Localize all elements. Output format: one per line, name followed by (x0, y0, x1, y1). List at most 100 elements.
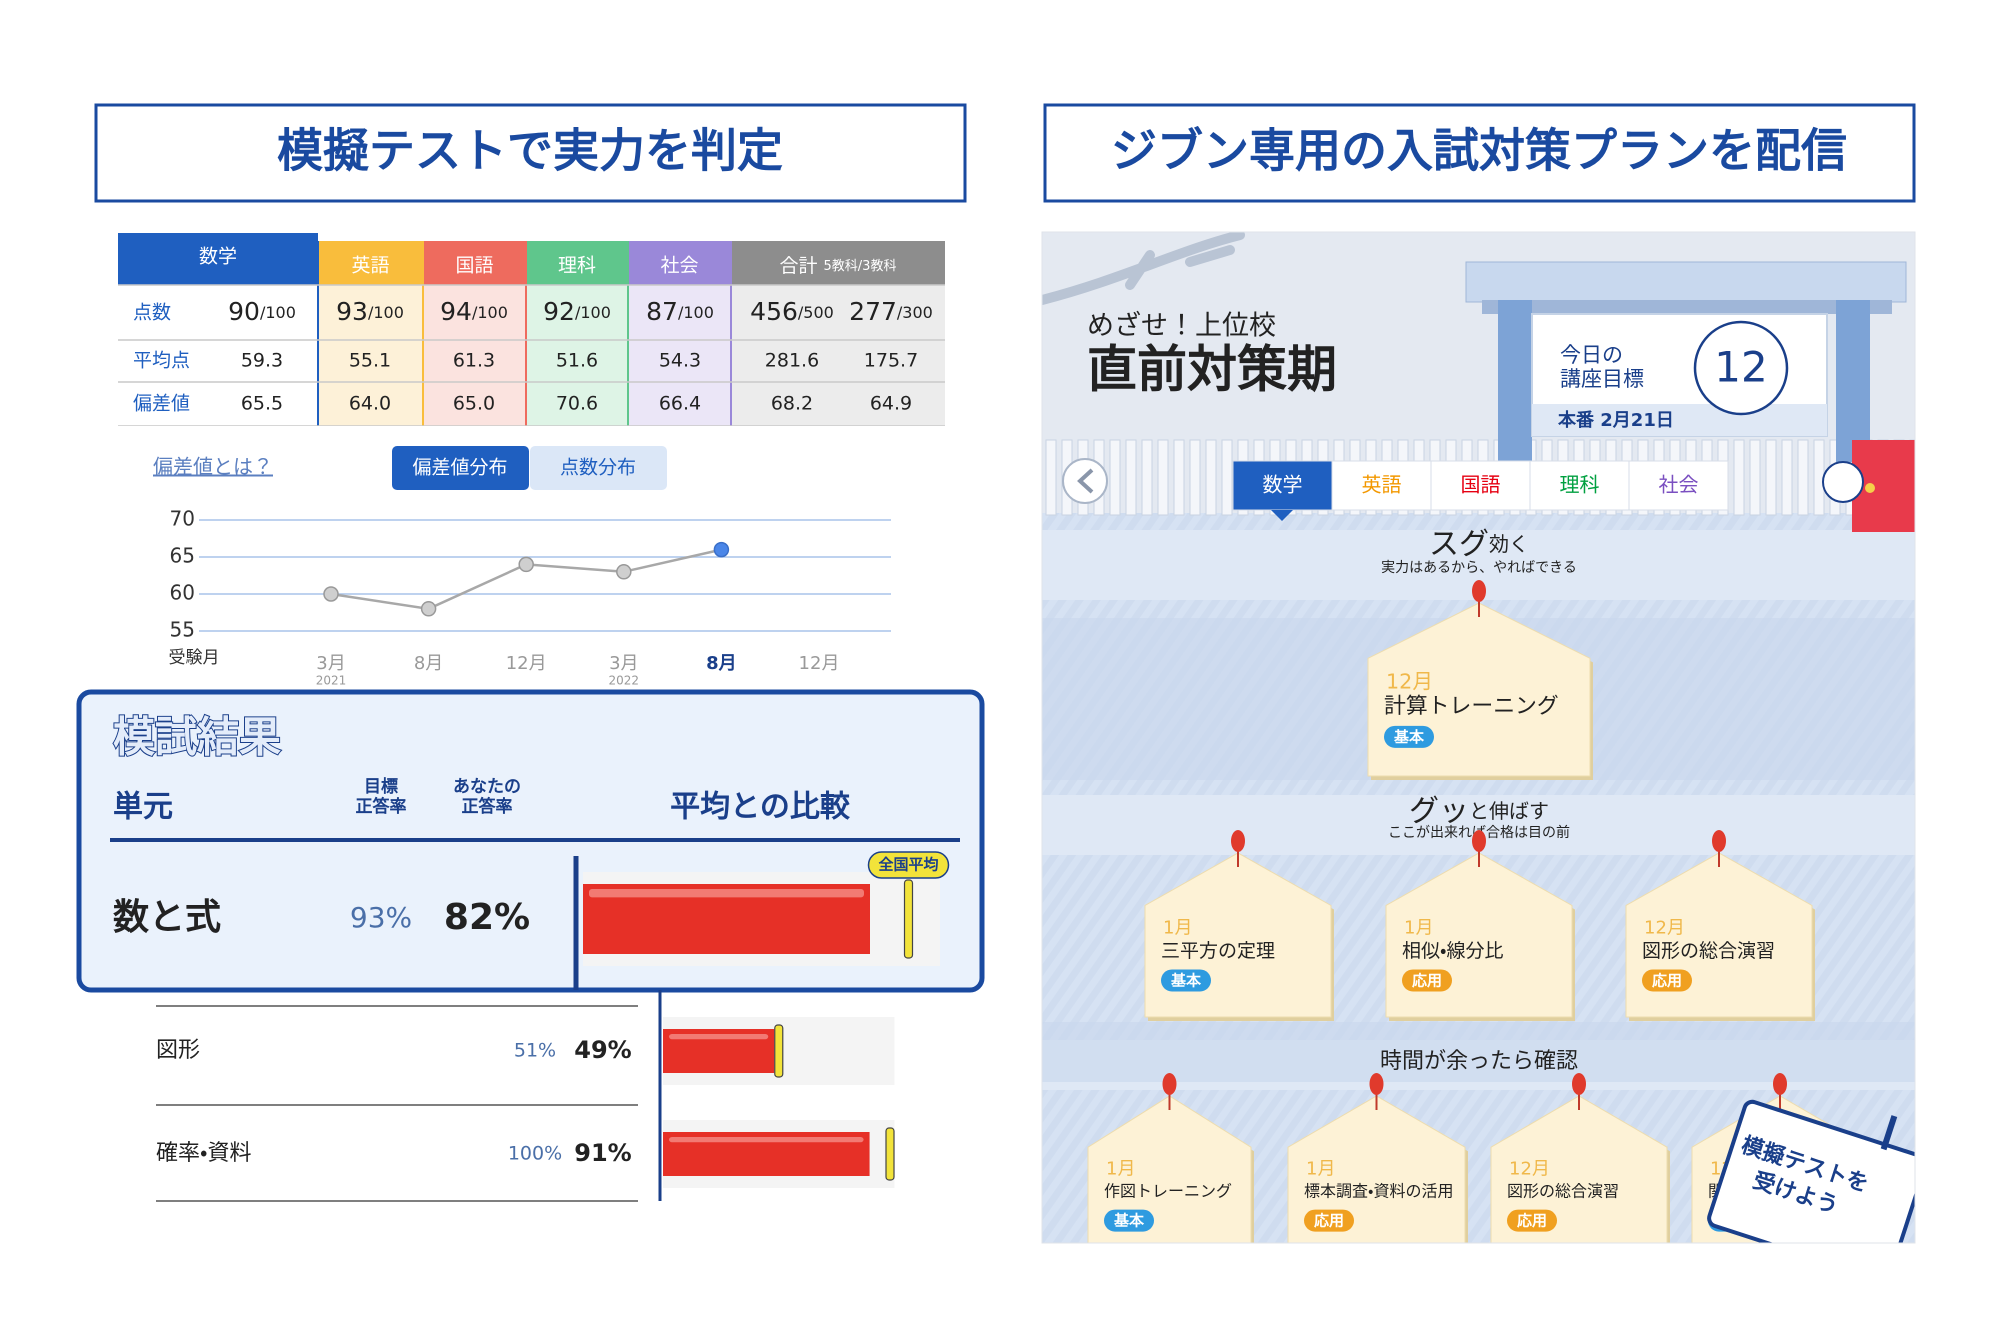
subject-column (628, 285, 731, 426)
subject-tab[interactable] (1232, 460, 1333, 511)
subject-header (526, 241, 628, 285)
column-header: 平均との比較 (670, 790, 851, 825)
goal-circle (1693, 320, 1789, 416)
card-level-badge (1507, 1209, 1557, 1232)
score-value: 87/100 (646, 297, 714, 326)
subject-tab-label[interactable]: 数学 (1263, 473, 1303, 497)
score-number: 93 (336, 297, 368, 326)
chart-tab-label[interactable]: 偏差値分布 (412, 457, 507, 479)
card-month: 12月 (1644, 917, 1685, 938)
card-level-badge (1104, 1209, 1154, 1232)
back-arrow[interactable] (1077, 468, 1094, 494)
subject-tab-label[interactable]: 英語 (1362, 473, 1402, 497)
score-value: 94/100 (440, 297, 508, 326)
x-tick-label: 8月 (706, 653, 737, 674)
deviation-value: 68.2 (771, 393, 813, 415)
mascot (1822, 461, 1864, 503)
bar-highlight (669, 1034, 769, 1040)
score-value: 277/300 (849, 297, 933, 326)
fence-picket (1189, 439, 1201, 516)
subject-header (628, 241, 731, 285)
card-pin (1773, 1073, 1787, 1095)
subject-tab[interactable] (1331, 460, 1432, 511)
unit-name: 数と式 (113, 897, 221, 938)
chart-tab-label[interactable]: 点数分布 (560, 457, 636, 479)
card-level: 基本 (1170, 971, 1202, 989)
fence-picket (1221, 439, 1233, 516)
total-title: 合計 5教科/3教科 (780, 255, 897, 277)
card-title: 標本調査・資料の活用 (1304, 1182, 1453, 1201)
subject-tab[interactable] (1529, 460, 1630, 511)
chart-tab[interactable] (530, 446, 667, 490)
section-title: スグ効く (1429, 527, 1529, 562)
score-number: 87 (646, 297, 678, 326)
subject-column (318, 285, 423, 426)
subject-tab-label[interactable]: 国語 (1461, 473, 1501, 497)
fence-picket (1109, 439, 1121, 516)
card-level: 応用 (1652, 971, 1682, 989)
card-level: 応用 (1314, 1212, 1344, 1230)
average-value: 281.6 (765, 350, 819, 372)
subject-tab-label[interactable]: 理科 (1560, 473, 1600, 497)
card-title: 図形の総合演習 (1642, 940, 1775, 962)
x-tick-label: 3月 (609, 653, 638, 674)
back-button[interactable] (1062, 458, 1108, 504)
deviation-value: 65.0 (453, 393, 495, 415)
card-pin (1712, 830, 1726, 852)
column-header: 正答率 (462, 796, 513, 817)
fence-picket (1125, 439, 1137, 516)
card-level: 応用 (1517, 1212, 1547, 1230)
subject-tab[interactable] (1430, 460, 1531, 511)
gate-beam (1482, 300, 1892, 314)
chart-tab[interactable] (392, 446, 529, 490)
door-knob (1865, 483, 1875, 493)
card-month: 1月 (1163, 917, 1192, 938)
average-value: 55.1 (349, 350, 391, 372)
x-tick-year: 2022 (609, 674, 640, 688)
card-level: 応用 (1412, 971, 1442, 989)
target-marker (774, 1024, 784, 1078)
card-title: 三平方の定理 (1161, 940, 1275, 962)
column-header: 単元 (113, 790, 173, 825)
fence-picket (1205, 439, 1217, 516)
section-title-main: スグ (1429, 527, 1489, 562)
fence-picket (1733, 439, 1745, 516)
card-level-badge (1161, 969, 1211, 992)
row-label: 点数 (133, 302, 171, 324)
score-value: 456/500 (750, 297, 834, 326)
subject-tab[interactable] (1628, 460, 1729, 511)
column-header: 正答率 (356, 796, 407, 817)
your-rate: 49% (574, 1036, 631, 1064)
trend-point (616, 564, 632, 580)
deviation-value: 64.0 (349, 393, 391, 415)
gate-roof (1465, 261, 1907, 303)
score-max: /100 (260, 303, 296, 322)
score-max: /500 (798, 303, 834, 322)
gate-pillar (1498, 300, 1532, 462)
info-link[interactable]: 偏差値とは？ (153, 455, 273, 479)
section-band (1042, 1022, 1915, 1082)
panel-frame (1041, 231, 1916, 1244)
card-title: 作図トレーニング (1104, 1182, 1232, 1201)
card-month: 1月 (1106, 1159, 1135, 1180)
fence-picket (1173, 439, 1185, 516)
card-title: 計算トレーニング (1384, 694, 1559, 719)
column-header: あなたの (453, 777, 521, 797)
exam-date: 本番 2月21日 (1557, 409, 1674, 431)
card-level-badge (1642, 969, 1692, 992)
total-header (731, 241, 945, 285)
subject-tab-label[interactable]: 社会 (1659, 473, 1699, 497)
score-number: 456 (750, 297, 798, 326)
deviation-value: 65.5 (241, 393, 283, 415)
results-title: 模試結果 (113, 713, 281, 762)
